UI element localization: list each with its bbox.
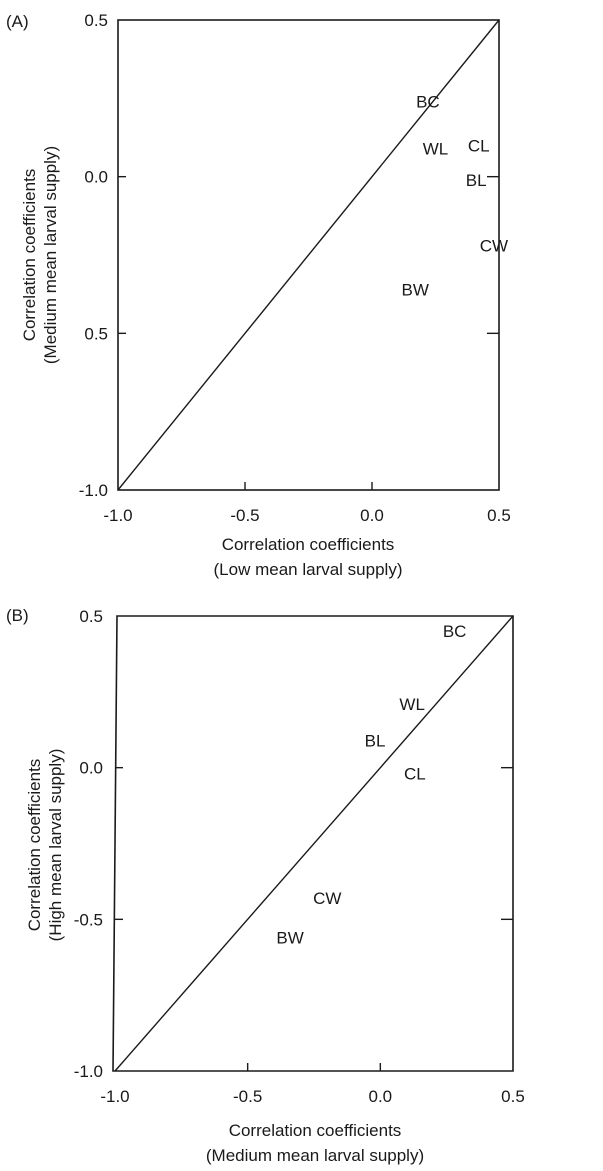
panel-b-point-label-cl: CL — [404, 765, 426, 784]
panel-a-y-axis-title-line1: Correlation coefficients — [20, 169, 39, 342]
panel-b-y-tick-label: -0.5 — [74, 910, 103, 929]
panel-a-axis-ticks: -1.0 -0.5 0.0 0.5 -1.0 0.5 0.0 0.5 — [79, 11, 511, 525]
panel-b: (B) -1.0 -0.5 0.0 0.5 -1.0 -0.5 0.0 0.5 BC WL BL C… — [6, 606, 525, 1165]
panel-b-point-label-bl: BL — [365, 731, 386, 750]
panel-b-x-axis-title-line2: (Medium mean larval supply) — [206, 1146, 424, 1165]
panel-a-y-axis-title-line2: (Medium mean larval supply) — [41, 146, 60, 364]
panel-a-y-tick-label: 0.5 — [84, 11, 108, 30]
panel-b-y-tick-label: -1.0 — [74, 1062, 103, 1081]
panel-a-label: (A) — [6, 12, 29, 31]
panel-a-points: BC WL CL BL CW BW — [401, 92, 508, 299]
panel-b-x-tick-label: -0.5 — [233, 1087, 262, 1106]
panel-b-point-label-bc: BC — [443, 622, 467, 641]
panel-b-point-label-wl: WL — [399, 695, 425, 714]
panel-a-y-tick-label: 0.0 — [84, 168, 108, 187]
panel-b-point-label-cw: CW — [313, 889, 341, 908]
panel-a-x-tick-label: 0.0 — [360, 506, 384, 525]
panel-b-y-axis-title-line1: Correlation coefficients — [25, 759, 44, 932]
panel-b-axis-ticks: -1.0 -0.5 0.0 0.5 -1.0 -0.5 0.0 0.5 — [74, 607, 525, 1106]
panel-b-x-tick-label: 0.0 — [369, 1087, 393, 1106]
panel-b-x-tick-label: -1.0 — [100, 1087, 129, 1106]
panel-a-point-label-bw: BW — [401, 280, 428, 299]
panel-a: (A) -1.0 -0.5 0.0 0.5 -1.0 0.5 0.0 0.5 BC WL CL BL… — [6, 11, 511, 579]
panel-b-y-tick-label: 0.5 — [79, 607, 103, 626]
panel-b-points: BC WL BL CL CW BW — [276, 622, 466, 947]
panel-a-x-axis-title-line1: Correlation coefficients — [222, 535, 395, 554]
panel-b-y-axis-title-line2: (High mean larval supply) — [46, 749, 65, 942]
panel-a-y-tick-label: 0.5 — [84, 324, 108, 343]
panel-a-point-label-cl: CL — [468, 136, 490, 155]
panel-a-diagonal-line — [117, 19, 500, 491]
panel-a-y-tick-label: -1.0 — [79, 481, 108, 500]
panel-a-x-axis-title-line2: (Low mean larval supply) — [214, 560, 403, 579]
panel-b-y-tick-label: 0.0 — [79, 759, 103, 778]
panel-b-x-tick-label: 0.5 — [501, 1087, 525, 1106]
panel-a-point-label-bc: BC — [416, 92, 440, 111]
panel-a-x-tick-label: -0.5 — [230, 506, 259, 525]
panel-a-point-label-wl: WL — [423, 139, 449, 158]
panel-a-point-label-cw: CW — [480, 237, 508, 256]
panel-b-diagonal-line — [114, 615, 514, 1072]
panel-a-plot-frame — [117, 19, 500, 491]
panel-a-x-tick-label: 0.5 — [487, 506, 511, 525]
panel-a-point-label-bl: BL — [466, 171, 487, 190]
panel-b-plot-frame — [112, 615, 514, 1072]
panel-b-x-axis-title-line1: Correlation coefficients — [229, 1121, 402, 1140]
panel-b-point-label-bw: BW — [276, 929, 303, 948]
panel-a-x-tick-label: -1.0 — [103, 506, 132, 525]
panel-b-label: (B) — [6, 606, 29, 625]
